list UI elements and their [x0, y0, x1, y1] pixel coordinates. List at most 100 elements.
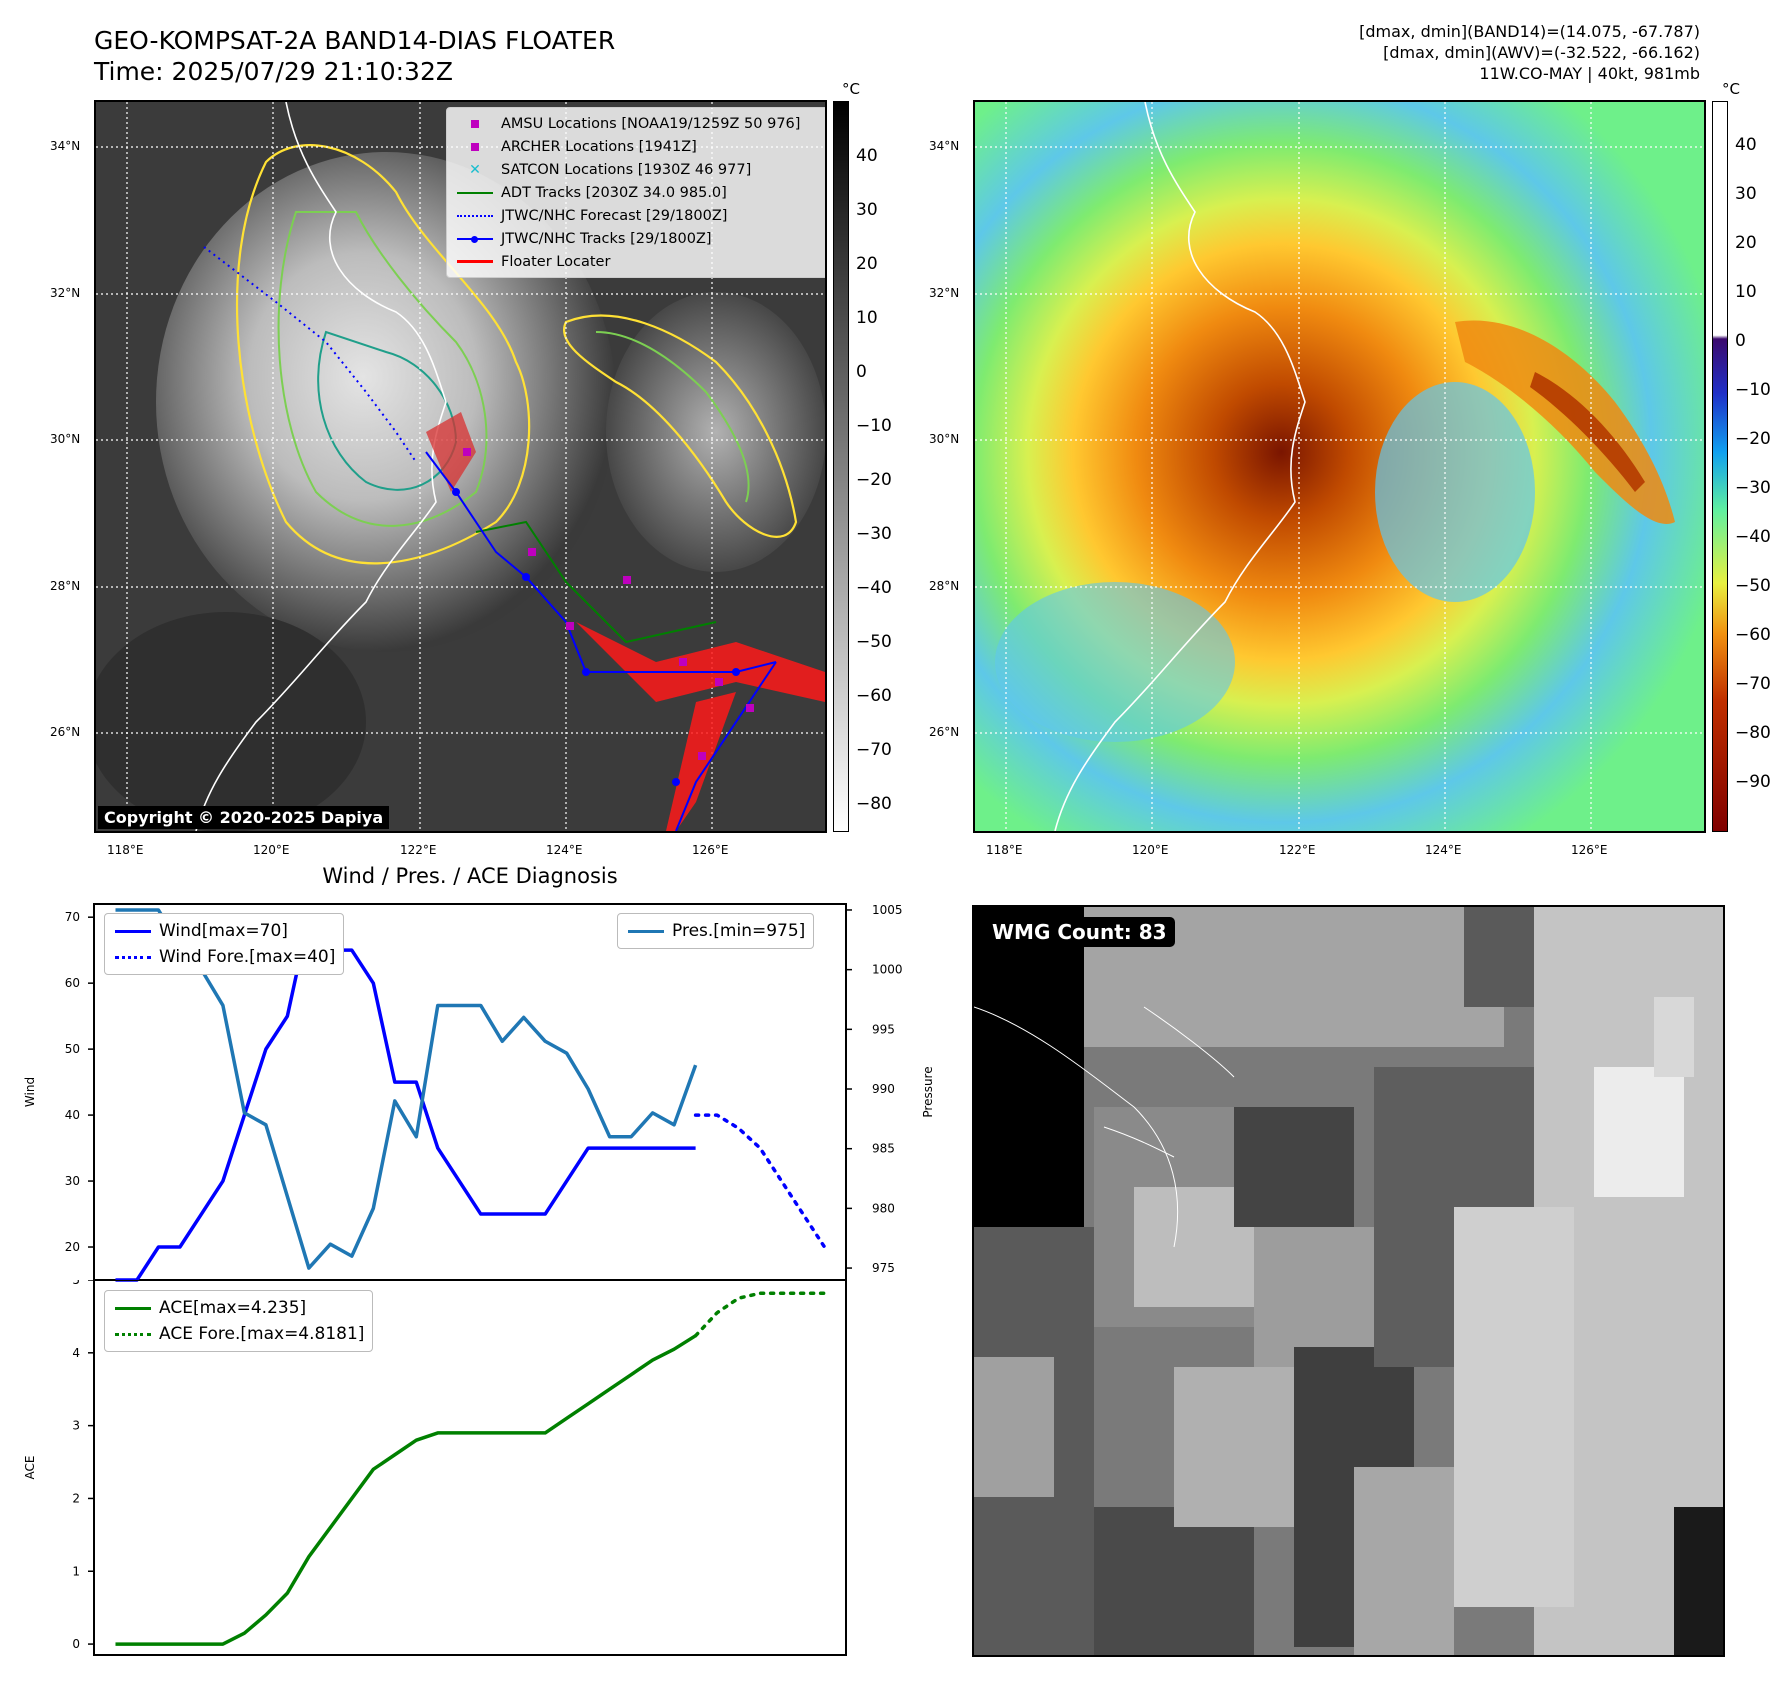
legend-item-floater: Floater Locater [455, 250, 820, 273]
legend-label: Pres.[min=975] [672, 921, 806, 941]
legend-label: ACE[max=4.235] [159, 1298, 307, 1318]
wv-lon-label: 118°E [986, 843, 1023, 857]
legend-item-ace: ACE[max=4.235] [113, 1295, 364, 1321]
figure-time: Time: 2025/07/29 21:10:32Z [94, 57, 453, 86]
legend-item-amsu: AMSU Locations [NOAA19/1259Z 50 976] [455, 112, 820, 135]
colorbar-tick-label: 10 [1735, 282, 1757, 302]
colorbar-tick-label: 10 [856, 308, 878, 328]
stats-storm: 11W.CO-MAY | 40kt, 981mb [1479, 64, 1700, 83]
legend-item-archer: ARCHER Locations [1941Z] [455, 135, 820, 158]
colorbar-tick-label: −90 [1735, 772, 1771, 792]
series-line-wind-max-70 [115, 915, 696, 1282]
y-tick-label: 3 [72, 1419, 80, 1433]
stats-band14: [dmax, dmin](BAND14)=(14.075, -67.787) [1359, 22, 1700, 41]
dotted-line-icon [115, 1332, 151, 1336]
ace-chart: 5 4 3 2 1 0 ACE [23, 1280, 847, 1656]
ir-lat-label: 28°N [50, 579, 81, 593]
legend-item-tracks: JTWC/NHC Tracks [29/1800Z] [455, 227, 820, 250]
copyright-label: Copyright © 2020-2025 Dapiya [98, 806, 390, 829]
ir-colorbar [833, 101, 849, 832]
x-marker-icon: ✕ [469, 161, 481, 178]
colorbar-tick-label: −50 [1735, 576, 1771, 596]
ace-legend: ACE[max=4.235] ACE Fore.[max=4.8181] [104, 1290, 374, 1352]
y-tick-label: 70 [65, 910, 80, 924]
legend-label: JTWC/NHC Forecast [29/1800Z] [501, 207, 728, 224]
legend-label: JTWC/NHC Tracks [29/1800Z] [501, 230, 712, 247]
plot-frame [93, 1280, 847, 1656]
square-marker-icon [471, 119, 479, 128]
y-tick-label: 20 [65, 1240, 80, 1254]
legend-label: AMSU Locations [NOAA19/1259Z 50 976] [501, 115, 801, 132]
series-line-ace-fore-max-4-8181 [693, 1291, 827, 1338]
ir-lat-label: 26°N [50, 725, 81, 739]
y-tick-label: 5 [72, 1280, 80, 1287]
y2-tick-label: 1005 [872, 903, 903, 917]
y2-axis-label: Pressure [921, 1066, 935, 1117]
legend-item-satcon: ✕ SATCON Locations [1930Z 46 977] [455, 158, 820, 181]
wv-colorbar [1712, 101, 1728, 832]
series-line-ace-max-4-235 [115, 1334, 697, 1646]
colorbar-tick-label: −40 [1735, 527, 1771, 547]
colorbar-tick-label: −30 [1735, 478, 1771, 498]
legend-label: ACE Fore.[max=4.8181] [159, 1324, 365, 1344]
wv-map-panel [973, 100, 1706, 833]
y-axis-label: Wind [23, 1077, 37, 1107]
wv-lat-label: 30°N [929, 432, 960, 446]
wv-colorbar-unit: °C [1722, 80, 1740, 98]
y-tick-label: 40 [65, 1108, 80, 1122]
wv-lon-label: 122°E [1279, 843, 1316, 857]
y2-tick-label: 985 [872, 1142, 895, 1156]
line-marker-icon [115, 929, 151, 933]
y-tick-label: 0 [72, 1637, 80, 1651]
ir-lon-label: 124°E [546, 843, 583, 857]
colorbar-tick-label: −30 [856, 524, 892, 544]
y-tick-label: 30 [65, 1174, 80, 1188]
legend-item-ace-forecast: ACE Fore.[max=4.8181] [113, 1321, 364, 1347]
ir-lat-label: 32°N [50, 286, 81, 300]
y2-tick-label: 980 [872, 1201, 895, 1215]
y-tick-label: 2 [72, 1491, 80, 1505]
legend-item-wind-forecast: Wind Fore.[max=40] [113, 944, 335, 970]
wmg-panel: WMG Count: 83 [972, 905, 1725, 1657]
wv-lat-label: 28°N [929, 579, 960, 593]
y-tick-label: 60 [65, 976, 80, 990]
series-line-pres-min-975 [115, 908, 698, 1270]
ir-lon-label: 122°E [400, 843, 437, 857]
colorbar-tick-label: 30 [1735, 184, 1757, 204]
wv-lat-label: 32°N [929, 286, 960, 300]
colorbar-tick-label: −10 [1735, 380, 1771, 400]
ir-map-panel: AMSU Locations [NOAA19/1259Z 50 976] ARC… [94, 100, 827, 833]
y2-tick-label: 975 [872, 1261, 895, 1275]
y2-tick-label: 995 [872, 1022, 895, 1036]
dotted-line-icon [457, 214, 493, 217]
wv-lon-label: 124°E [1425, 843, 1462, 857]
legend-label: SATCON Locations [1930Z 46 977] [501, 161, 752, 178]
legend-item-pressure: Pres.[min=975] [626, 918, 805, 944]
colorbar-tick-label: −80 [1735, 723, 1771, 743]
y2-tick-label: 990 [872, 1082, 895, 1096]
wv-lat-label: 26°N [929, 725, 960, 739]
ir-lon-label: 126°E [692, 843, 729, 857]
legend-label: Wind[max=70] [159, 921, 288, 941]
colorbar-tick-label: 0 [856, 362, 867, 382]
legend-label: Wind Fore.[max=40] [159, 947, 336, 967]
wv-lon-label: 126°E [1571, 843, 1608, 857]
ir-lat-label: 34°N [50, 139, 81, 153]
ir-lat-label: 30°N [50, 432, 81, 446]
colorbar-tick-label: 20 [1735, 233, 1757, 253]
square-marker-icon [471, 142, 479, 151]
wmg-graphic [974, 907, 1723, 1655]
colorbar-tick-label: −60 [1735, 625, 1771, 645]
pressure-legend: Pres.[min=975] [617, 913, 815, 949]
legend-item-forecast: JTWC/NHC Forecast [29/1800Z] [455, 204, 820, 227]
colorbar-tick-label: −20 [856, 470, 892, 490]
line-marker-icon [115, 1306, 151, 1310]
wv-lat-label: 34°N [929, 139, 960, 153]
line-marker-icon [457, 191, 493, 194]
wv-map-graphic [975, 102, 1704, 831]
ir-colorbar-unit: °C [842, 80, 860, 98]
colorbar-tick-label: −70 [1735, 674, 1771, 694]
y-tick-label: 50 [65, 1042, 80, 1056]
legend-item-adt: ADT Tracks [2030Z 34.0 985.0] [455, 181, 820, 204]
colorbar-tick-label: 40 [856, 146, 878, 166]
